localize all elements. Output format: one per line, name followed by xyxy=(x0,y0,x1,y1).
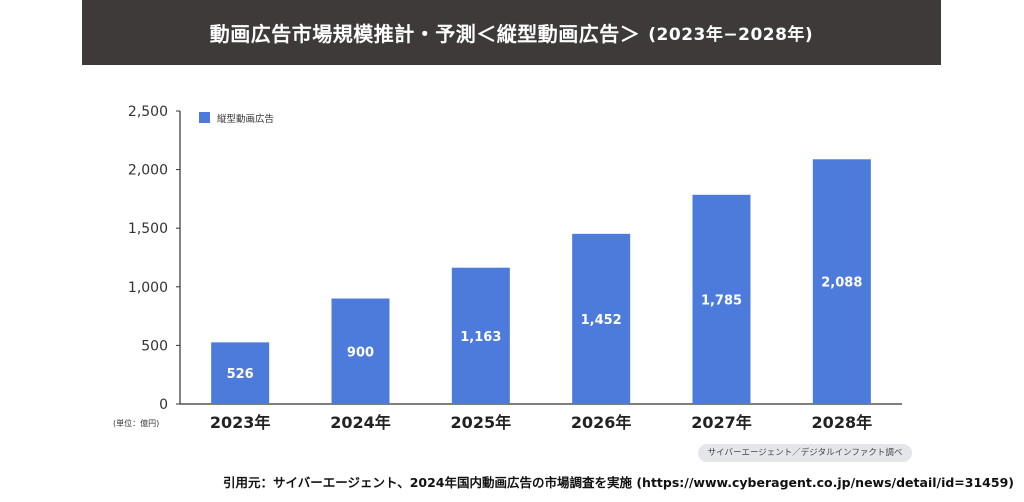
data-label: 1,785 xyxy=(701,293,742,308)
source-badge: サイバーエージェント／デジタルインファクト調べ xyxy=(698,444,912,462)
y-tick-label: 2,000 xyxy=(128,163,168,179)
legend-label: 縦型動画広告 xyxy=(217,113,274,125)
data-label: 2,088 xyxy=(821,276,862,291)
citation-text: 引用元：サイバーエージェント、2024年国内動画広告の市場調査を実施 (http… xyxy=(222,475,1014,490)
x-tick-label: 2028年 xyxy=(812,413,873,432)
bar xyxy=(451,267,510,404)
y-tick-label: 1,000 xyxy=(128,280,168,296)
data-label: 1,452 xyxy=(581,313,622,328)
data-label: 526 xyxy=(227,367,254,382)
bar xyxy=(692,194,751,404)
legend-swatch xyxy=(199,112,210,123)
x-tick-label: 2026年 xyxy=(571,413,632,432)
bar xyxy=(211,342,270,404)
y-tick-label: 0 xyxy=(159,397,168,413)
bar xyxy=(572,233,631,404)
y-tick-label: 1,500 xyxy=(128,221,168,237)
x-tick-label: 2025年 xyxy=(451,413,512,432)
chart-title-banner: 動画広告市場規模推計・予測＜縦型動画広告＞ (2023年−2028年) xyxy=(82,0,941,65)
chart-title: 動画広告市場規模推計・予測＜縦型動画広告＞ xyxy=(209,22,641,46)
unit-note: (単位：億円) xyxy=(113,419,160,428)
data-label: 1,163 xyxy=(460,330,501,345)
bar xyxy=(331,298,390,404)
x-tick-label: 2027年 xyxy=(691,413,752,432)
x-tick-label: 2024年 xyxy=(330,413,391,432)
chart-period: (2023年−2028年) xyxy=(648,25,814,45)
bar xyxy=(812,159,871,404)
data-label: 900 xyxy=(347,345,374,360)
x-tick-label: 2023年 xyxy=(210,413,271,432)
y-tick-label: 2,500 xyxy=(128,104,168,120)
y-tick-label: 500 xyxy=(141,338,168,354)
